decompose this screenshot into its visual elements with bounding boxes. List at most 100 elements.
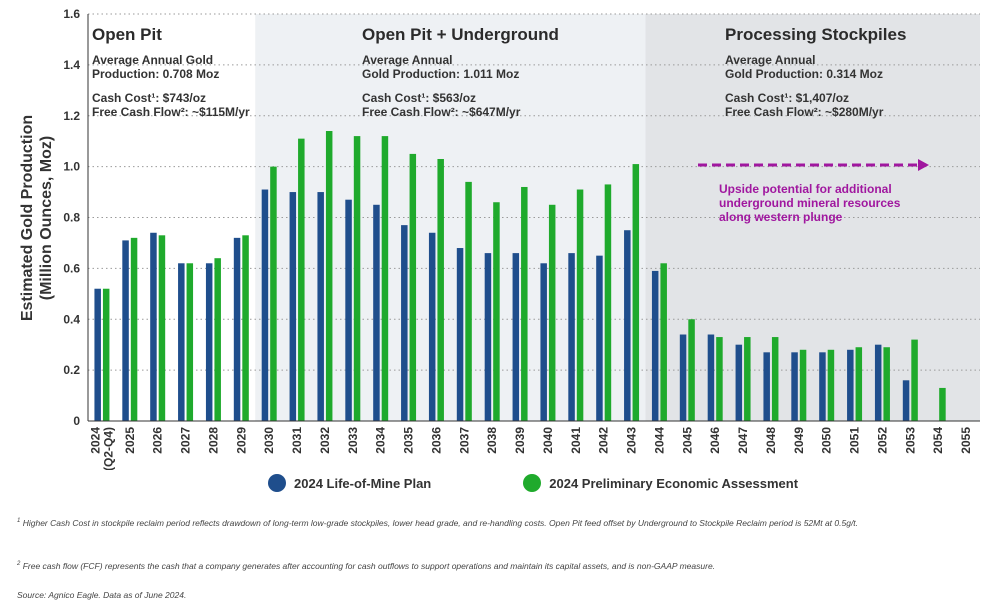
y-tick-label: 0.6 [63,261,80,275]
bar-pea [660,263,667,421]
x-tick-label: 2045 [680,427,694,454]
legend-label-lom: 2024 Life-of-Mine Plan [294,475,432,491]
bar-pea [214,258,221,421]
bar-lom [679,334,687,421]
production-chart: 0 0.2 0.4 0.6 0.8 1.0 1.2 1.4 1.6 2024 (Q2-Q4) 202… [19,7,980,470]
x-tick-label: 2025 [123,427,137,454]
bar-pea [744,337,751,421]
x-tick-label: 2032 [318,427,332,454]
upside-annotation: Upside potential for additional [719,182,892,196]
footnote-2-mark: 2 [17,561,21,567]
footnote-cash-cost: 1 Higher Cash Cost in stockpile reclaim … [17,515,977,530]
bar-pea [158,235,166,421]
bar-lom [345,199,352,421]
x-tick-label: 2031 [290,427,304,454]
bar-lom [874,344,882,421]
x-tick-label: 2035 [402,427,416,454]
x-tick-label: 2053 [903,427,917,454]
x-tick-label: 2041 [569,427,583,454]
x-tick-label: 2024 [88,427,102,454]
upside-annotation: underground mineral resources [719,196,901,210]
bar-lom [373,204,380,421]
bar-lom [122,240,129,421]
y-tick-label: 0.2 [63,363,80,377]
x-tick-label: 2030 [262,427,276,454]
bar-lom [261,189,269,421]
y-tick-label: 0 [73,414,80,428]
legend-item-lom: 2024 Life-of-Mine Plan [268,474,431,492]
phase-title: Processing Stockpiles [725,25,906,44]
bar-lom [94,288,101,421]
bar-pea [186,263,194,421]
y-tick-label: 1.2 [63,109,80,123]
footnote-free-cash-flow: 2 Free cash flow (FCF) represents the ca… [17,558,977,573]
phase-detail: Production: 0.708 Moz [92,67,219,81]
phase-detail: Cash Cost¹: $743/oz [92,91,206,105]
y-tick-label: 0.8 [63,211,80,225]
bar-lom [819,352,826,421]
y-tick-label: 1.4 [63,58,80,72]
bar-pea [493,202,500,421]
y-tick-label: 1.6 [63,7,80,21]
footnote-1-mark: 1 [17,518,21,524]
bar-pea [632,164,640,422]
x-tick-label: 2033 [346,427,360,454]
legend-swatch-pea [523,474,542,492]
bar-pea [242,235,249,421]
bar-pea [381,136,389,421]
bar-lom [902,380,910,421]
x-tick-label: 2051 [848,427,862,454]
x-tick-label: 2046 [708,427,722,454]
bar-pea [521,186,528,421]
bar-pea [604,184,612,421]
bar-pea [130,237,138,421]
bar-lom [456,248,464,421]
x-tick-label: (Q2-Q4) [101,427,115,470]
x-tick-label: 2036 [429,427,443,454]
phase-detail: Average Annual [725,53,815,67]
bar-lom [428,232,436,421]
bar-pea [576,189,584,421]
x-tick-label: 2038 [485,427,499,454]
x-tick-label: 2047 [736,427,750,454]
bar-pea [799,349,807,421]
bar-pea [939,387,946,421]
x-tick-label: 2039 [513,427,527,454]
bar-pea [270,166,277,421]
bar-pea [855,347,863,421]
bar-lom [233,237,241,421]
bar-lom [707,334,715,421]
bar-lom [624,230,631,421]
bar-lom [484,253,492,421]
bar-pea [437,158,444,421]
footnote-1-text: Higher Cash Cost in stockpile reclaim pe… [22,517,859,528]
bar-pea [102,288,110,421]
legend-label-pea: 2024 Preliminary Economic Assessment [549,475,799,491]
bar-pea [716,337,723,421]
x-tick-label: 2050 [820,427,834,454]
bar-lom [512,253,520,421]
bar-pea [353,136,361,421]
bar-lom [150,232,157,421]
bar-lom [178,263,185,421]
bar-lom [763,352,770,421]
upside-arrow-head-icon [918,159,929,171]
x-tick-label: 2044 [652,427,666,454]
bar-lom [540,263,547,421]
phase-detail: Free Cash Flow²: ~$280M/yr [725,105,884,119]
bar-lom [401,225,408,421]
bar-pea [883,347,890,421]
phase-detail: Gold Production: 0.314 Moz [725,67,883,81]
x-tick-label: 2054 [931,427,945,454]
x-tick-label: 2042 [597,427,611,454]
phase-detail: Cash Cost¹: $563/oz [362,91,476,105]
bar-pea [771,337,779,421]
phase-detail: Cash Cost¹: $1,407/oz [725,91,849,105]
bar-pea [325,131,333,421]
bar-pea [465,181,472,421]
legend-swatch-lom [268,474,286,492]
bar-lom [317,192,324,421]
bar-pea [911,339,918,421]
x-tick-label: 2052 [875,427,889,454]
y-axis-label: (Million Ounces, Moz) [38,136,55,300]
